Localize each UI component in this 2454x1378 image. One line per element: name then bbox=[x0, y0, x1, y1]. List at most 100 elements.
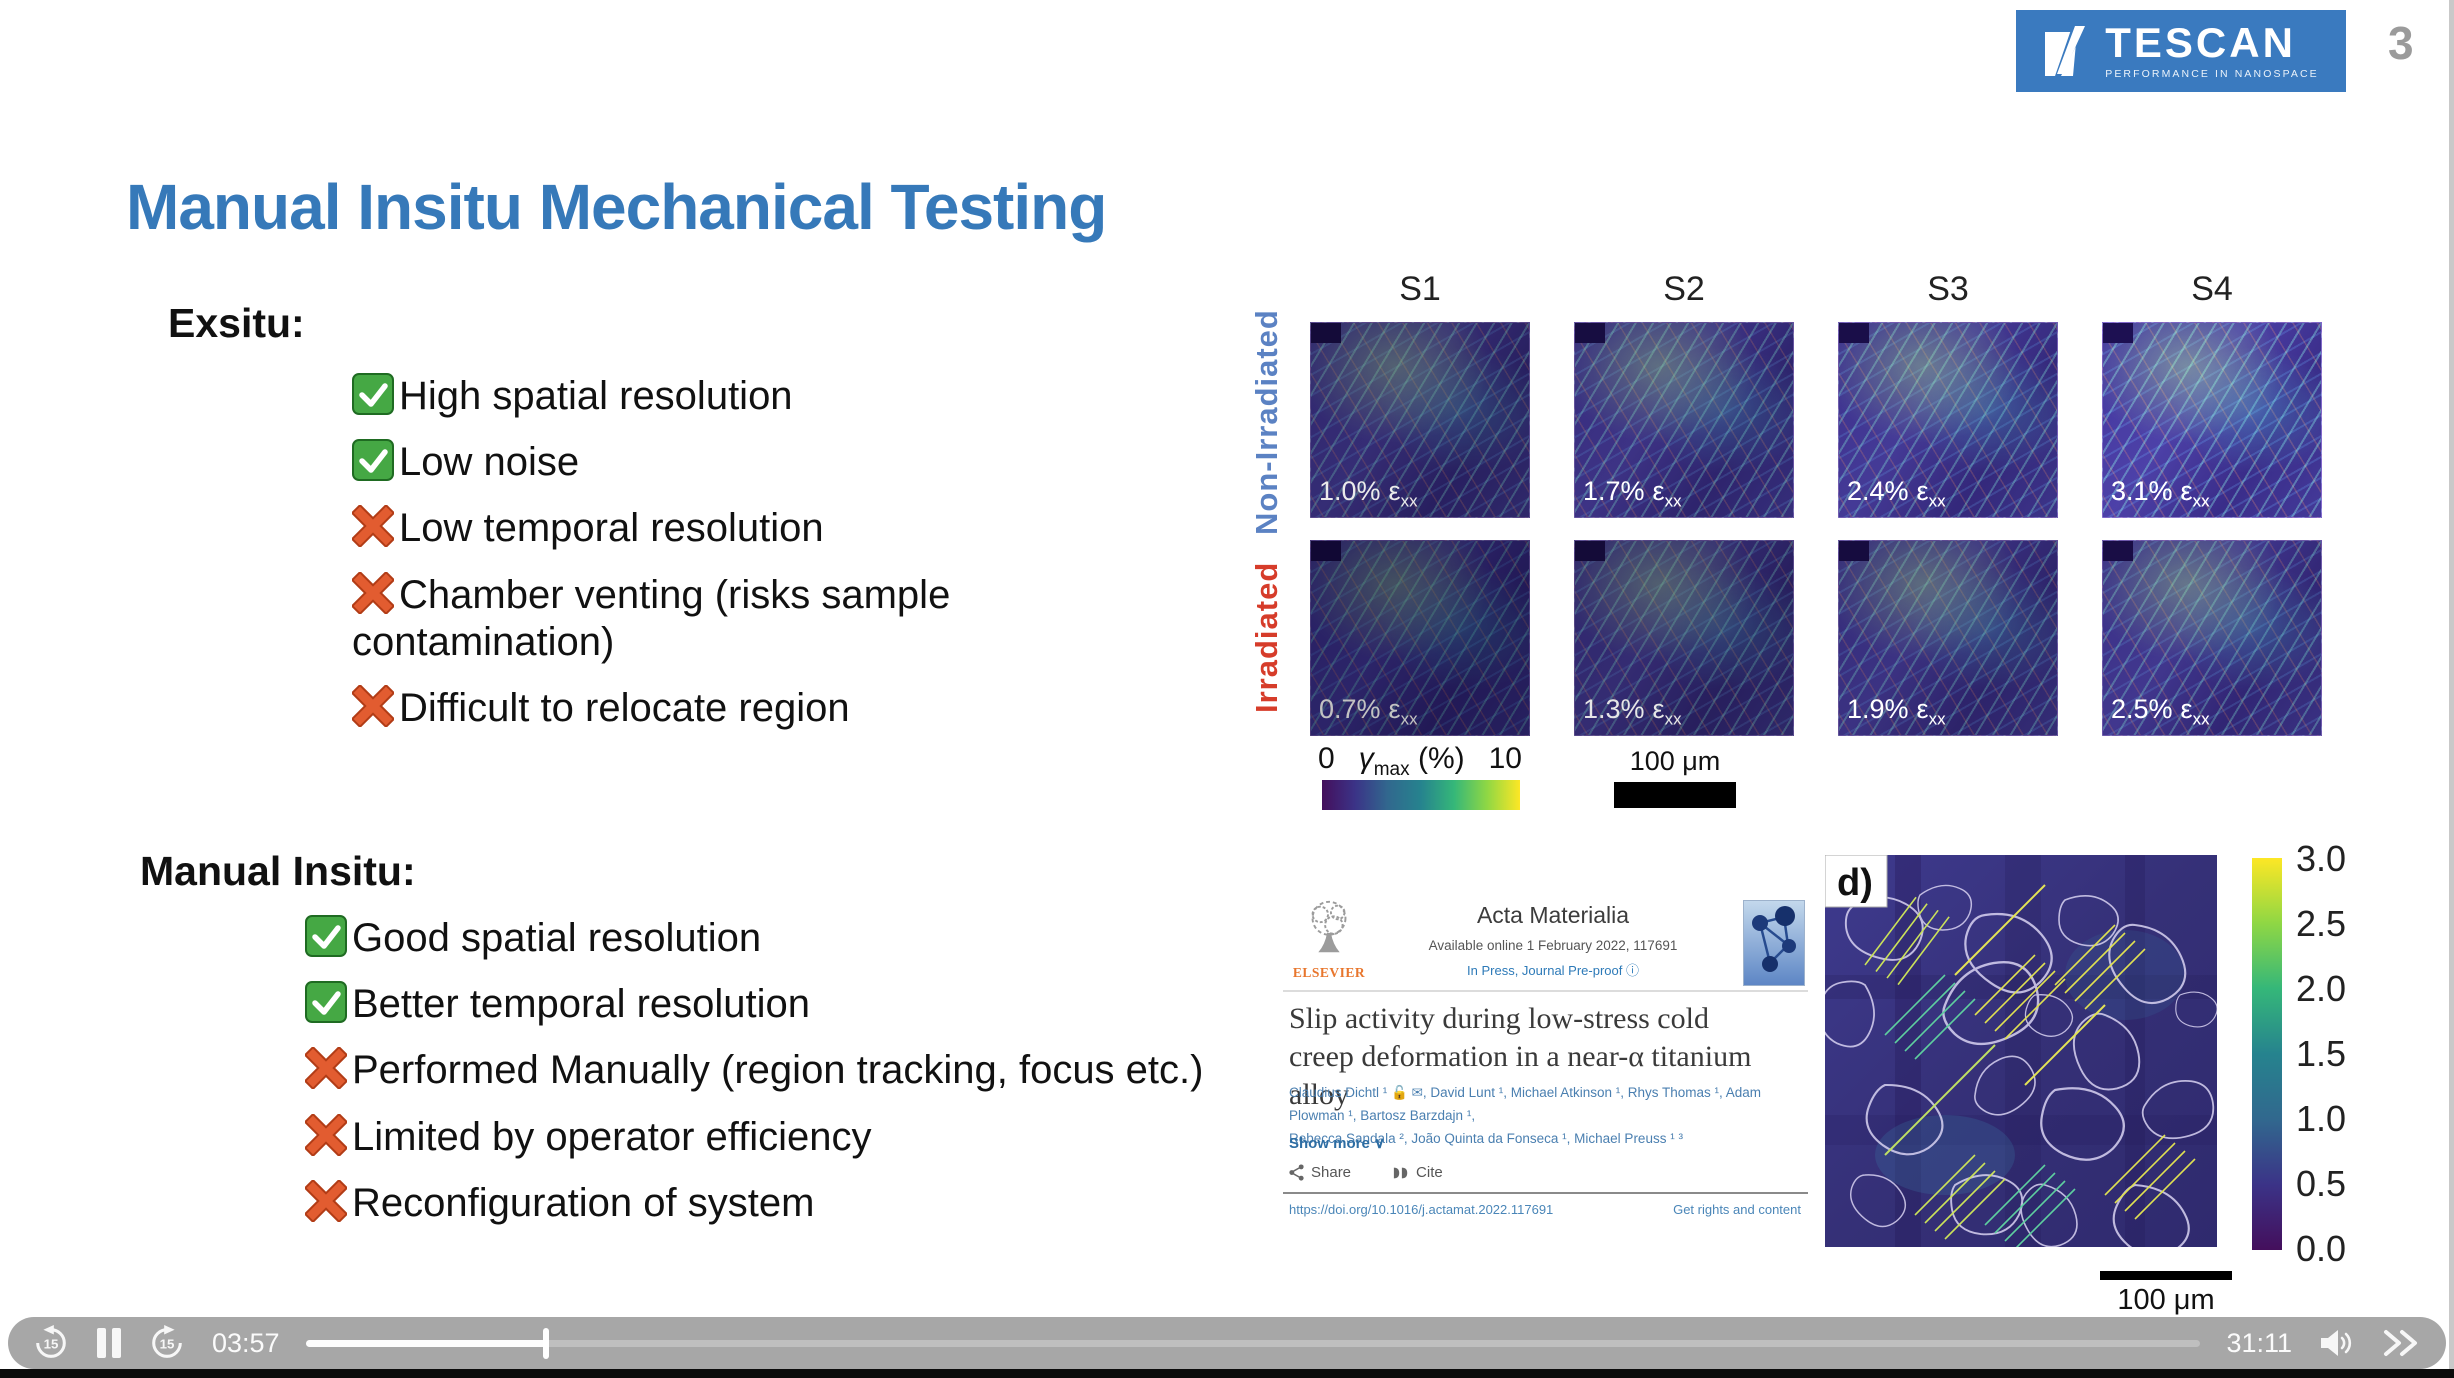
strain-map-tile: 2.4% εxx bbox=[1838, 322, 2058, 518]
column-header: S4 bbox=[2191, 270, 2233, 308]
bullet-list: Good spatial resolution Better temporal … bbox=[305, 915, 1255, 1227]
cross-icon bbox=[305, 1113, 347, 1156]
volume-button[interactable] bbox=[2318, 1327, 2354, 1359]
double-chevron-icon bbox=[2384, 1330, 2417, 1356]
chevron-down-icon: ∨ bbox=[1374, 1135, 1386, 1152]
map-notch bbox=[2103, 323, 2133, 343]
dic-colorbar-ticks: 3.0 2.5 2.0 1.5 1.0 0.5 0.0 bbox=[2296, 838, 2347, 1269]
rights-link[interactable]: Get rights and content bbox=[1673, 1202, 1801, 1217]
map-notch bbox=[1575, 541, 1605, 561]
map-notch bbox=[1311, 541, 1341, 561]
publisher-name: ELSEVIER bbox=[1292, 965, 1366, 980]
paper-authors: Claudius Dichtl ¹ 🔓 ✉, David Lunt ¹, Mic… bbox=[1289, 1085, 1762, 1146]
pause-button[interactable] bbox=[96, 1327, 122, 1359]
strain-label: 2.5% εxx bbox=[2111, 693, 2210, 728]
dic-map-figure: d) bbox=[1825, 855, 2217, 1247]
tescan-logo: TESCAN PERFORMANCE IN NANOSPACE bbox=[2016, 10, 2346, 92]
divider bbox=[1283, 990, 1808, 992]
list-item: Good spatial resolution bbox=[305, 915, 1255, 962]
strain-map-tile: 2.5% εxx bbox=[2102, 540, 2322, 736]
column-header: S1 bbox=[1399, 270, 1441, 308]
forward-15-button[interactable]: 15 bbox=[148, 1324, 186, 1362]
bullet-list: High spatial resolution Low noise Low te… bbox=[352, 373, 1152, 732]
divider bbox=[1283, 1192, 1808, 1194]
list-item: Low temporal resolution bbox=[352, 505, 1152, 552]
strain-map-tile: 1.7% εxx bbox=[1574, 322, 1794, 518]
cross-icon bbox=[352, 684, 394, 727]
map-notch bbox=[1311, 323, 1341, 343]
cross-icon bbox=[305, 1047, 347, 1090]
list-item: Limited by operator efficiency bbox=[305, 1113, 1255, 1161]
strain-map-tile: 1.3% εxx bbox=[1574, 540, 1794, 736]
strain-map-tile: 1.0% εxx bbox=[1310, 322, 1530, 518]
cross-icon bbox=[305, 1179, 347, 1222]
dic-colorbar bbox=[2252, 858, 2282, 1250]
paper-card: ELSEVIER Acta Materialia Available onlin… bbox=[1283, 892, 1808, 1232]
speaker-icon bbox=[2321, 1330, 2352, 1356]
map-notch bbox=[1839, 541, 1869, 561]
elapsed-time: 03:57 bbox=[212, 1327, 280, 1358]
colorbar-max: 10 bbox=[1488, 742, 1522, 775]
strain-label: 1.3% εxx bbox=[1583, 693, 1682, 728]
strain-map-tile: 0.7% εxx bbox=[1310, 540, 1530, 736]
cite-icon bbox=[1393, 1167, 1408, 1178]
strain-map-tile: 3.1% εxx bbox=[2102, 322, 2322, 518]
list-item: Performed Manually (region tracking, foc… bbox=[305, 1047, 1255, 1094]
strain-map-tile: 1.9% εxx bbox=[1838, 540, 2058, 736]
pause-icon bbox=[97, 1328, 121, 1358]
slide-number: 3 bbox=[2388, 17, 2414, 69]
brand-tagline: PERFORMANCE IN NANOSPACE bbox=[2105, 68, 2319, 81]
window-edge bbox=[2449, 0, 2454, 1378]
column-header: S2 bbox=[1663, 270, 1705, 308]
strain-label: 2.4% εxx bbox=[1847, 475, 1946, 510]
check-icon bbox=[352, 439, 394, 482]
row-label-irradiated: Irradiated bbox=[1249, 561, 1284, 714]
list-item: Better temporal resolution bbox=[305, 981, 1255, 1028]
map-notch bbox=[1575, 323, 1605, 343]
rewind-15-button[interactable]: 15 bbox=[32, 1324, 70, 1362]
strain-label: 1.9% εxx bbox=[1847, 693, 1946, 728]
journal-name: Acta Materialia bbox=[1476, 902, 1630, 928]
video-letterbox bbox=[0, 1369, 2454, 1378]
brand-name: TESCAN bbox=[2105, 19, 2296, 67]
strain-label: 3.1% εxx bbox=[2111, 475, 2210, 510]
availability-text: Available online 1 February 2022, 117691 bbox=[1428, 938, 1678, 953]
share-button[interactable]: Share bbox=[1289, 1164, 1351, 1181]
cite-button[interactable]: Cite bbox=[1393, 1164, 1443, 1181]
section-heading: Manual Insitu: bbox=[140, 848, 416, 894]
progress-played bbox=[305, 1339, 547, 1347]
progress-bar[interactable] bbox=[305, 1327, 2201, 1359]
section-heading: Exsitu: bbox=[168, 300, 305, 346]
panel-label: d) bbox=[1837, 862, 1873, 904]
publisher-logo: ELSEVIER bbox=[1289, 896, 1369, 981]
section-exsitu: Exsitu: High spatial resolution Low nois… bbox=[168, 300, 1168, 751]
scalebar bbox=[1614, 782, 1736, 808]
scalebar-label: 100 μm bbox=[1629, 746, 1721, 776]
check-icon bbox=[305, 915, 347, 957]
cross-icon bbox=[352, 571, 394, 614]
strain-map-grid: 1.0% εxx 1.7% εxx 2.4% εxx 3.1% εxx 0.7% εxx … bbox=[1310, 322, 2322, 736]
doi-link[interactable]: https://doi.org/10.1016/j.actamat.2022.1… bbox=[1289, 1202, 1554, 1217]
strain-label: 0.7% εxx bbox=[1319, 693, 1418, 728]
check-icon bbox=[352, 373, 394, 415]
map-notch bbox=[1839, 323, 1869, 343]
list-item: Low noise bbox=[352, 439, 1152, 486]
strain-grid-column-headers: S1 S2 S3 S4 bbox=[1310, 270, 2322, 309]
video-player-bar: 15 15 03:57 31:11 bbox=[8, 1317, 2446, 1369]
skip-next-button[interactable] bbox=[2380, 1329, 2422, 1357]
row-label-non-irradiated: Non-Irradiated bbox=[1249, 309, 1284, 536]
show-more-link[interactable]: Show more ∨ bbox=[1289, 1135, 1386, 1152]
colorbar-labels: 0 γmax (%) 10 bbox=[1318, 742, 1522, 781]
colorbar-min: 0 bbox=[1318, 742, 1335, 775]
list-item: High spatial resolution bbox=[352, 373, 1152, 420]
colorbar-title: γmax (%) bbox=[1358, 742, 1465, 780]
total-duration: 31:11 bbox=[2226, 1327, 2292, 1358]
strain-colorbar bbox=[1322, 780, 1520, 810]
progress-handle[interactable] bbox=[543, 1327, 550, 1359]
slide-title: Manual Insitu Mechanical Testing bbox=[126, 171, 1107, 243]
journal-cover-thumbnail bbox=[1743, 900, 1805, 986]
paper-title: Slip activity during low-stress cold cre… bbox=[1289, 1002, 1752, 1111]
press-status-link[interactable]: In Press, Journal Pre-proof ⓘ bbox=[1467, 963, 1639, 978]
column-header: S3 bbox=[1927, 270, 1969, 308]
